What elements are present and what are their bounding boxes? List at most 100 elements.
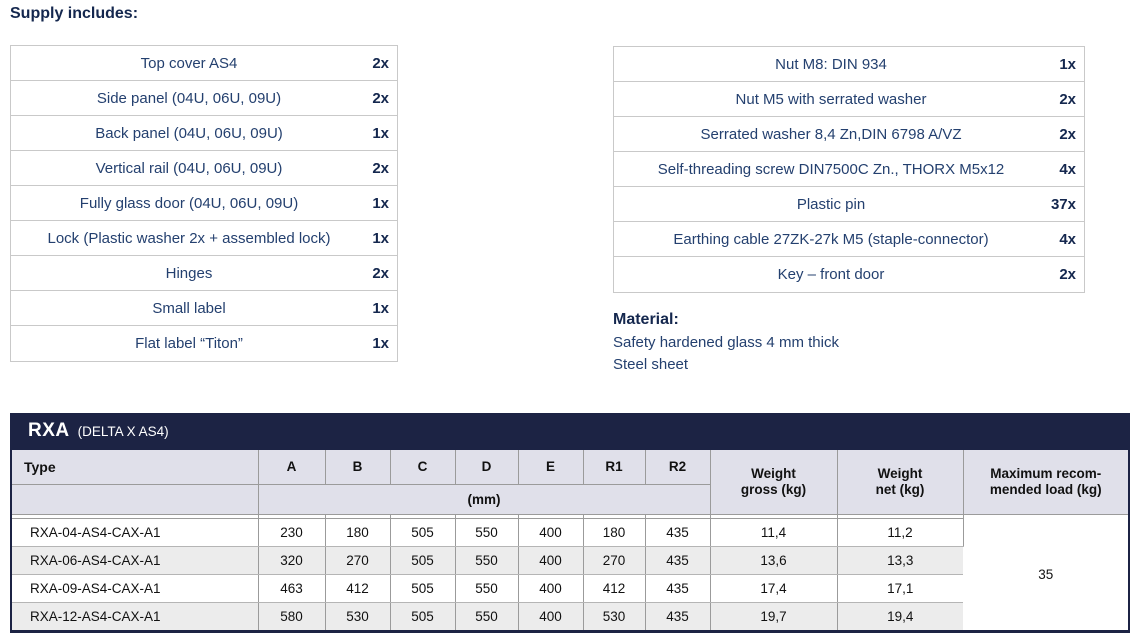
dim-cell: 550 <box>455 546 519 575</box>
table-row: RXA-04-AS4-CAX-A1 230 180 505 550 400 18… <box>12 518 1128 630</box>
weight-net-cell: 13,3 <box>837 546 963 575</box>
weight-gross-cell: 19,7 <box>710 602 838 630</box>
empty-header-cell <box>12 484 259 515</box>
supply-row: Key – front door 2x <box>614 257 1084 292</box>
column-header-dim: C <box>390 450 456 485</box>
item-quantity: 1x <box>372 299 389 317</box>
dim-cell: 180 <box>325 518 391 547</box>
column-header-weight-gross: Weight gross (kg) <box>710 450 838 515</box>
supply-row: Earthing cable 27ZK-27k M5 (staple-conne… <box>614 222 1084 257</box>
supply-row: Small label 1x <box>11 291 397 326</box>
dim-cell: 550 <box>455 518 519 547</box>
dim-cell: 505 <box>390 574 456 603</box>
dim-cell: 230 <box>258 518 326 547</box>
dim-cell: 505 <box>390 546 456 575</box>
dim-cell: 505 <box>390 602 456 630</box>
dim-cell: 412 <box>583 574 646 603</box>
dim-cell: 270 <box>325 546 391 575</box>
weight-net-cell: 17,1 <box>837 574 963 603</box>
dim-cell: 180 <box>583 518 646 547</box>
dim-cell: 505 <box>390 518 456 547</box>
material-line: Steel sheet <box>613 356 689 373</box>
spec-grid: Type A B C D E R1 R2 Weight gross (kg) W… <box>12 450 1128 630</box>
column-header-dim: E <box>518 450 584 485</box>
item-name: Hinges <box>165 264 213 282</box>
header-line: Weight <box>877 465 923 481</box>
weight-gross-cell: 17,4 <box>710 574 838 603</box>
dim-cell: 463 <box>258 574 326 603</box>
column-header-weight-net: Weight net (kg) <box>837 450 964 515</box>
table-row: RXA-06-AS4-CAX-A1 320 270 505 550 400 27… <box>12 546 1128 575</box>
supply-row: Top cover AS4 2x <box>11 46 397 81</box>
item-quantity: 2x <box>372 159 389 177</box>
item-name: Lock (Plastic washer 2x + assembled lock… <box>47 229 331 247</box>
dim-cell: 580 <box>258 602 326 630</box>
column-header-dim: A <box>258 450 326 485</box>
type-cell: RXA-06-AS4-CAX-A1 <box>12 546 259 575</box>
spec-title: RXA <box>28 420 70 441</box>
supply-row: Nut M8: DIN 934 1x <box>614 47 1084 82</box>
item-name: Fully glass door (04U, 06U, 09U) <box>79 194 299 212</box>
header-line: mended load (kg) <box>989 481 1102 497</box>
dim-cell: 412 <box>325 574 391 603</box>
item-name: Top cover AS4 <box>140 54 238 72</box>
weight-net-cell: 11,2 <box>837 518 964 547</box>
item-quantity: 1x <box>1059 55 1076 73</box>
item-name: Earthing cable 27ZK-27k M5 (staple-conne… <box>673 230 989 248</box>
supply-row: Nut M5 with serrated washer 2x <box>614 82 1084 117</box>
type-cell: RXA-12-AS4-CAX-A1 <box>12 602 259 630</box>
item-name: Back panel (04U, 06U, 09U) <box>95 124 283 142</box>
material-heading: Material: <box>613 311 679 328</box>
item-name: Self-threading screw DIN7500C Zn., THORX… <box>657 160 1005 178</box>
column-header-dim: R1 <box>583 450 646 485</box>
header-line: Weight <box>751 465 796 481</box>
item-quantity: 1x <box>372 229 389 247</box>
supply-row: Back panel (04U, 06U, 09U) 1x <box>11 116 397 151</box>
type-cell: RXA-09-AS4-CAX-A1 <box>12 574 259 603</box>
header-line: Maximum recom- <box>990 465 1102 481</box>
dim-cell: 320 <box>258 546 326 575</box>
supply-row: Lock (Plastic washer 2x + assembled lock… <box>11 221 397 256</box>
item-quantity: 1x <box>372 335 389 352</box>
item-quantity: 2x <box>372 54 389 72</box>
material-line: Safety hardened glass 4 mm thick <box>613 334 839 351</box>
dim-cell: 435 <box>645 602 711 630</box>
item-quantity: 4x <box>1059 230 1076 248</box>
item-quantity: 2x <box>1059 125 1076 143</box>
dim-cell: 530 <box>325 602 391 630</box>
header-line: net (kg) <box>875 481 925 497</box>
column-header-dim: R2 <box>645 450 711 485</box>
dim-cell: 400 <box>518 546 584 575</box>
item-quantity: 2x <box>372 89 389 107</box>
dim-cell: 400 <box>518 574 584 603</box>
item-name: Nut M8: DIN 934 <box>775 55 887 73</box>
column-header-max-load: Maximum recom- mended load (kg) <box>963 450 1128 515</box>
item-name: Serrated washer 8,4 Zn,DIN 6798 A/VZ <box>700 125 962 143</box>
item-quantity: 4x <box>1059 160 1076 178</box>
supply-row: Vertical rail (04U, 06U, 09U) 2x <box>11 151 397 186</box>
item-name: Key – front door <box>777 266 885 283</box>
column-header-type: Type <box>12 450 259 485</box>
header-spacer <box>12 514 1128 519</box>
supply-row: Flat label “Titon” 1x <box>11 326 397 361</box>
max-load-cell: 35 <box>963 518 1128 630</box>
column-header-dim: B <box>325 450 391 485</box>
unit-label: (mm) <box>258 484 711 515</box>
dim-cell: 270 <box>583 546 646 575</box>
supply-row: Self-threading screw DIN7500C Zn., THORX… <box>614 152 1084 187</box>
material-section: Material: Safety hardened glass 4 mm thi… <box>613 311 839 376</box>
item-quantity: 1x <box>372 124 389 142</box>
dim-cell: 400 <box>518 602 584 630</box>
dim-cell: 530 <box>583 602 646 630</box>
weight-net-cell: 19,4 <box>837 602 963 630</box>
supply-row: Plastic pin 37x <box>614 187 1084 222</box>
column-header-dim: D <box>455 450 519 485</box>
dim-cell: 435 <box>645 574 711 603</box>
supply-table-right: Nut M8: DIN 934 1x Nut M5 with serrated w… <box>613 46 1085 293</box>
dim-cell: 550 <box>455 602 519 630</box>
supply-row: Hinges 2x <box>11 256 397 291</box>
dim-cell: 400 <box>518 518 584 547</box>
type-cell: RXA-04-AS4-CAX-A1 <box>12 518 259 547</box>
dim-cell: 550 <box>455 574 519 603</box>
table-row: RXA-09-AS4-CAX-A1 463 412 505 550 400 41… <box>12 574 1128 603</box>
